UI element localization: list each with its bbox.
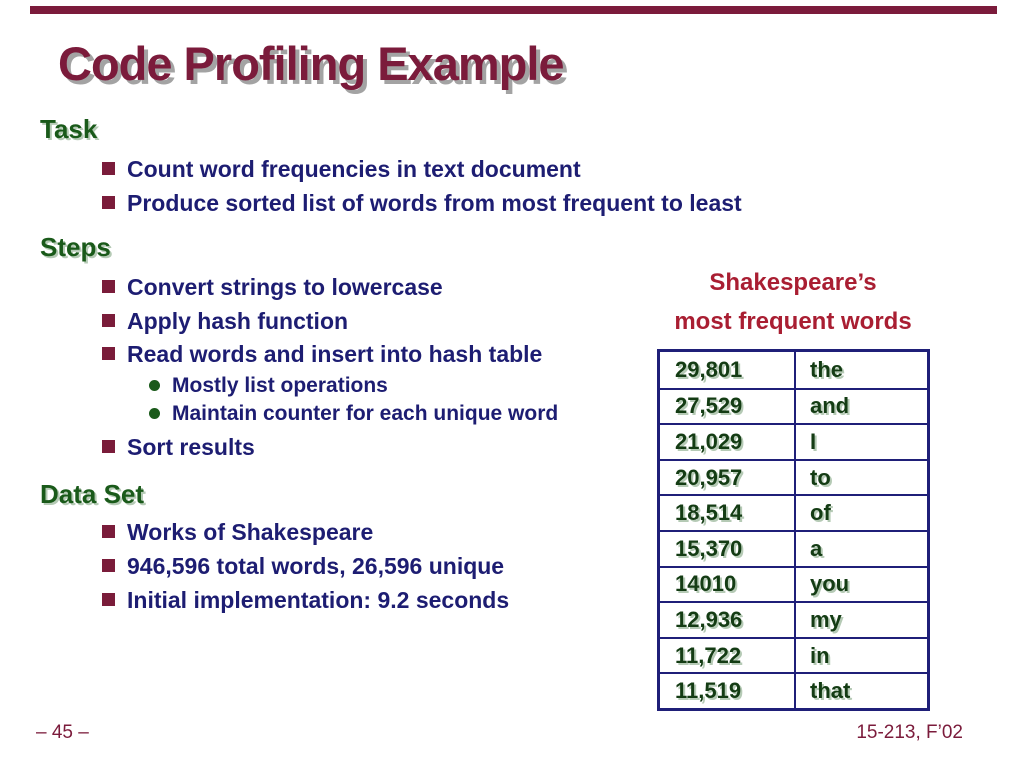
slide-title: Code Profiling Example [58, 37, 565, 90]
sub-bullet-item: Maintain counter for each unique word [0, 402, 660, 426]
table-row: 18,514 of [660, 494, 927, 530]
word-cell: I [810, 428, 817, 454]
bullet-text: Read words and insert into hash table [127, 341, 543, 367]
square-bullet-icon [102, 280, 115, 293]
bullet-text: Count word frequencies in text document [127, 156, 581, 182]
count-cell: 27,529 [660, 389, 796, 424]
word-cell: my [810, 606, 842, 632]
table-row: 20,957 to [660, 458, 927, 495]
table-row: 21,029 I [660, 423, 927, 459]
bullet-item: Produce sorted list of words from most f… [0, 190, 742, 216]
square-bullet-icon [102, 314, 115, 327]
square-bullet-icon [102, 162, 115, 175]
bullet-item: Convert strings to lowercase [0, 274, 660, 300]
sub-bullet-text: Maintain counter for each unique word [172, 402, 559, 425]
square-bullet-icon [102, 196, 115, 209]
square-bullet-icon [102, 347, 115, 360]
dot-bullet-icon [149, 408, 160, 419]
bullet-item: Count word frequencies in text document [0, 156, 660, 182]
count-cell: 18,514 [660, 496, 796, 530]
page-number: – 45 – [36, 722, 89, 743]
count-cell: 20,957 [660, 460, 796, 495]
section-heading-dataset: Data Set [40, 479, 145, 509]
count-cell: 29,801 [660, 352, 796, 388]
count-cell: 14010 [660, 567, 796, 602]
table-row: 27,529 and [660, 387, 927, 424]
bullet-text: Works of Shakespeare [127, 519, 374, 545]
count-cell: 11,722 [660, 638, 796, 673]
square-bullet-icon [102, 440, 115, 453]
bullet-text: 946,596 total words, 26,596 unique [127, 553, 505, 579]
square-bullet-icon [102, 525, 115, 538]
bullet-item: Apply hash function [0, 308, 660, 334]
count-cell: 11,519 [660, 674, 796, 708]
table-row: 12,936 my [660, 601, 927, 637]
top-rule-bar [30, 6, 997, 14]
word-cell: the [810, 356, 843, 382]
count-cell: 15,370 [660, 531, 796, 566]
aside-heading-line2: most frequent words [674, 308, 912, 335]
sub-bullet-text: Mostly list operations [172, 374, 388, 397]
table-row: 14010 you [660, 565, 927, 602]
bullet-item: Works of Shakespeare [0, 519, 660, 545]
count-cell: 12,936 [660, 603, 796, 637]
word-cell: and [810, 393, 850, 419]
bullet-item: Sort results [0, 434, 660, 460]
aside-heading-line1: Shakespeare’s [709, 269, 877, 296]
sub-bullet-item: Mostly list operations [0, 374, 660, 398]
bullet-text: Sort results [127, 434, 255, 460]
word-frequency-table: 29,801 the 27,529 and 21,029 I 20,957 to… [657, 349, 930, 711]
word-cell: you [810, 571, 850, 597]
bullet-text: Initial implementation: 9.2 seconds [127, 587, 510, 613]
course-footer: 15-213, F’02 [856, 722, 963, 743]
table-row: 29,801 the [660, 352, 927, 388]
dot-bullet-icon [149, 380, 160, 391]
bullet-text: Produce sorted list of words from most f… [127, 190, 742, 216]
bullet-text: Convert strings to lowercase [127, 274, 443, 300]
section-heading-steps: Steps [40, 232, 111, 262]
word-cell: of [810, 500, 831, 526]
table-row: 11,722 in [660, 636, 927, 673]
square-bullet-icon [102, 593, 115, 606]
bullet-item: 946,596 total words, 26,596 unique [0, 553, 660, 579]
count-cell: 21,029 [660, 425, 796, 459]
table-row: 11,519 that [660, 672, 927, 708]
word-cell: that [810, 678, 851, 704]
bullet-text: Apply hash function [127, 308, 349, 334]
word-cell: a [810, 535, 823, 561]
bullet-item: Read words and insert into hash table [0, 341, 660, 367]
aside-heading: Shakespeare’s most frequent words [640, 268, 946, 337]
square-bullet-icon [102, 559, 115, 572]
bullet-item: Initial implementation: 9.2 seconds [0, 587, 660, 613]
section-heading-task: Task [40, 114, 98, 144]
table-row: 15,370 a [660, 529, 927, 566]
word-cell: to [810, 464, 831, 490]
word-cell: in [810, 642, 830, 668]
